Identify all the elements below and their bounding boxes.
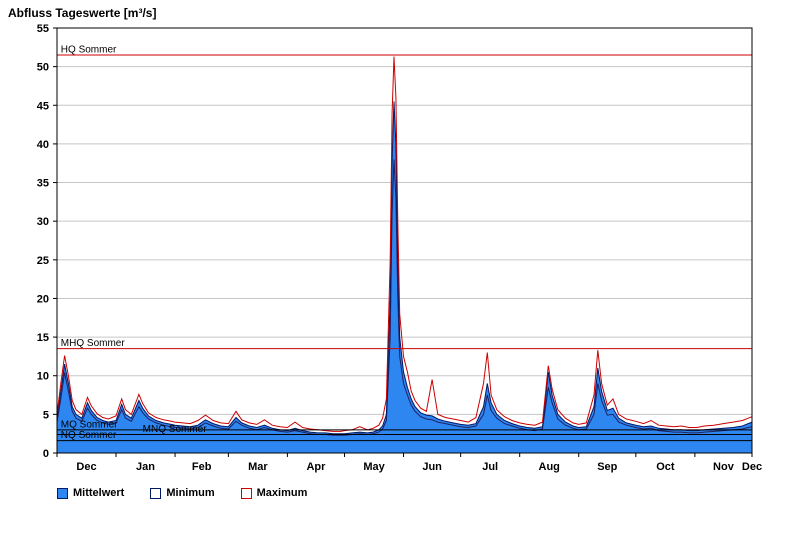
legend-item-maximum: Maximum bbox=[240, 487, 308, 499]
x-month-label: Jan bbox=[136, 461, 155, 473]
y-tick-label: 45 bbox=[37, 100, 49, 112]
y-tick-label: 50 bbox=[37, 62, 49, 74]
legend-swatch-maximum bbox=[240, 487, 252, 499]
y-tick-label: 35 bbox=[37, 178, 49, 190]
y-tick-label: 10 bbox=[37, 371, 49, 383]
x-month-label: Aug bbox=[539, 461, 560, 473]
legend-swatch-minimum bbox=[150, 487, 162, 499]
reference-label: HQ Sommer bbox=[61, 45, 117, 56]
reference-label: MHQ Sommer bbox=[61, 338, 126, 349]
x-month-label: Oct bbox=[656, 461, 675, 473]
mean-area bbox=[57, 101, 752, 454]
x-month-label: Feb bbox=[192, 461, 212, 473]
legend-item-mittelwert: Mittelwert bbox=[57, 487, 124, 499]
reference-label: MNQ Sommer bbox=[143, 424, 208, 435]
y-tick-label: 15 bbox=[37, 332, 49, 344]
legend-label-mittelwert: Mittelwert bbox=[73, 487, 125, 499]
x-month-label: Sep bbox=[597, 461, 617, 473]
chart-title: Abfluss Tageswerte [m³/s] bbox=[8, 6, 157, 20]
reference-label: MQ Sommer bbox=[61, 419, 118, 430]
x-month-label: Jun bbox=[422, 461, 442, 473]
x-month-label: Mar bbox=[248, 461, 268, 473]
discharge-chart: HQ Sommer MHQ Sommer MQ Sommer MNQ Sommer NQ… bbox=[37, 23, 762, 473]
y-tick-label: 40 bbox=[37, 139, 49, 151]
mean-line bbox=[56, 101, 753, 435]
y-tick-label: 0 bbox=[43, 448, 49, 460]
plot-border bbox=[56, 27, 753, 454]
y-tick-label: 5 bbox=[43, 409, 49, 421]
x-month-label: Nov bbox=[713, 461, 735, 473]
maximum-line bbox=[56, 56, 753, 432]
y-tick-label: 55 bbox=[37, 23, 49, 35]
chart-page: Abfluss Tageswerte [m³/s] HQ Sommer MHQ S… bbox=[8, 6, 800, 499]
legend-swatch-mittelwert bbox=[57, 487, 68, 499]
minimum-line bbox=[56, 159, 753, 436]
x-month-label: Apr bbox=[306, 461, 326, 473]
legend-label-minimum: Minimum bbox=[166, 487, 215, 499]
y-tick-label: 20 bbox=[37, 293, 49, 305]
x-month-label: May bbox=[363, 461, 385, 473]
chart-legend: Mittelwert Minimum Maximum bbox=[57, 487, 800, 499]
reference-label: NQ Sommer bbox=[61, 430, 117, 441]
legend-label-maximum: Maximum bbox=[256, 487, 308, 499]
y-tick-label: 25 bbox=[37, 255, 49, 267]
y-tick-label: 30 bbox=[37, 216, 49, 228]
legend-item-minimum: Minimum bbox=[150, 487, 215, 499]
x-month-label: Jul bbox=[482, 461, 498, 473]
x-month-label: Dec bbox=[742, 461, 762, 473]
x-month-label: Dec bbox=[76, 461, 96, 473]
